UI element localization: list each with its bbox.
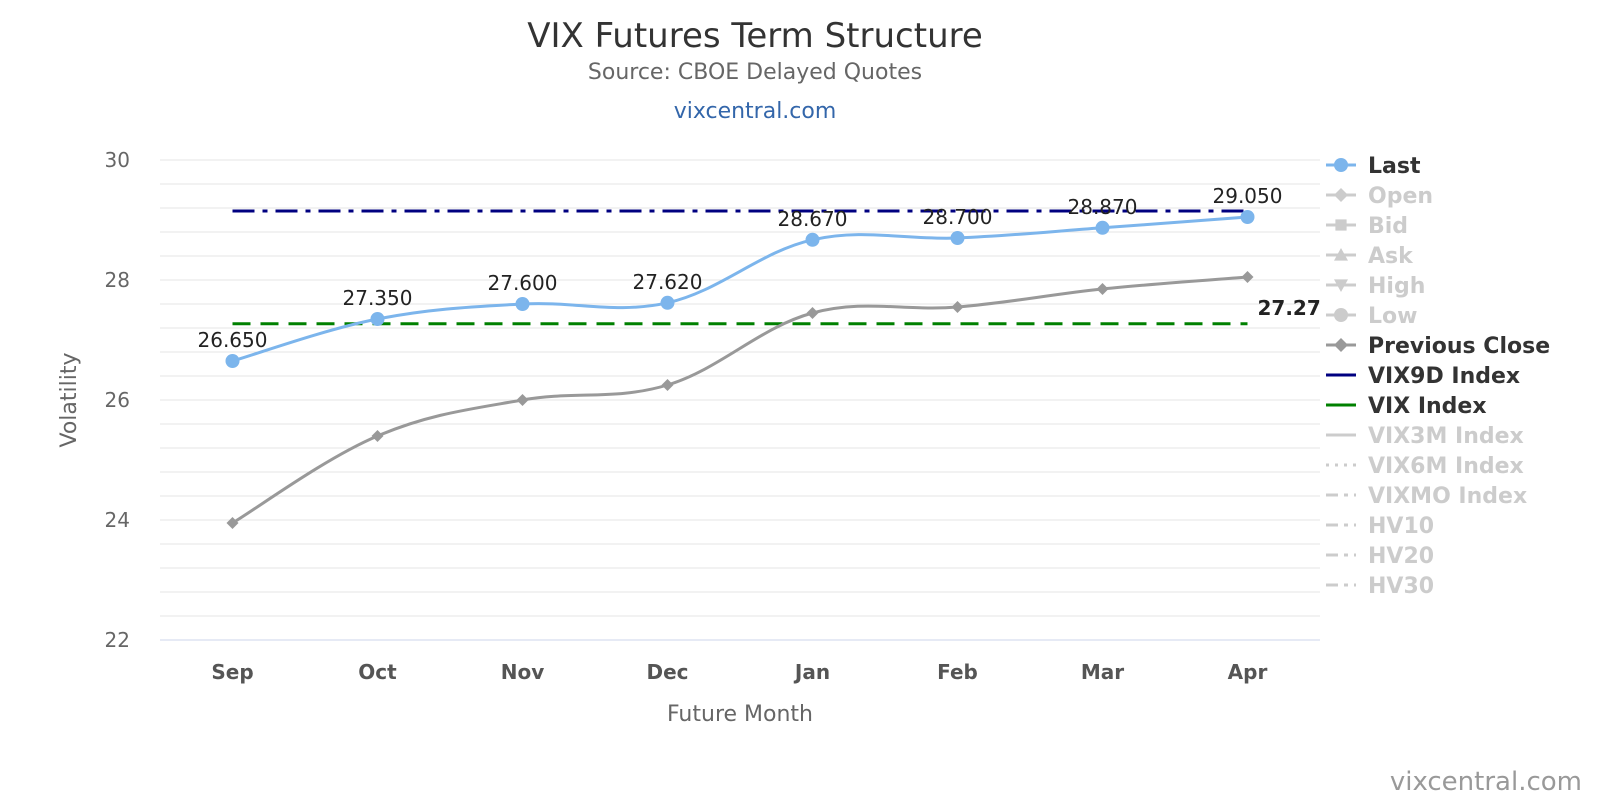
legend-label: HV20 (1368, 544, 1434, 569)
legend-item-vix9d-index[interactable]: VIX9D Index (1326, 364, 1520, 389)
data-point (225, 354, 240, 368)
x-tick-label: Mar (1081, 660, 1124, 684)
x-tick-label: Oct (358, 660, 397, 684)
series-last: 26.650 27.350 27.600 27.620 28.670 28.700 28.8… (198, 184, 1283, 368)
legend-item-low[interactable]: Low (1326, 304, 1417, 329)
legend-label: Previous Close (1368, 334, 1550, 359)
data-label: 28.700 (923, 205, 993, 229)
x-axis-ticks: Sep Oct Nov Dec Jan Feb Mar Apr (211, 660, 1267, 684)
watermark: vixcentral.com (1390, 767, 1582, 797)
data-point (1096, 283, 1109, 295)
y-axis-ticks: 22 24 26 28 30 (105, 148, 130, 652)
y-tick-label: 30 (105, 148, 130, 172)
legend-label: Open (1368, 184, 1433, 209)
legend-item-hv30[interactable]: HV30 (1326, 574, 1434, 599)
data-point (226, 517, 239, 529)
x-axis-title: Future Month (667, 702, 813, 727)
legend-item-last[interactable]: Last (1326, 154, 1421, 179)
legend-label: Ask (1368, 244, 1414, 269)
legend-item-vix3m-index[interactable]: VIX3M Index (1326, 424, 1524, 449)
chart-subtitle: Source: CBOE Delayed Quotes (588, 60, 922, 85)
legend-label: Low (1368, 304, 1417, 329)
y-tick-label: 24 (105, 508, 130, 532)
series-previous-close (226, 271, 1254, 529)
legend-item-bid[interactable]: Bid (1326, 214, 1408, 239)
legend-marker (1334, 248, 1348, 261)
data-label: 28.870 (1068, 195, 1138, 219)
data-label: 29.050 (1213, 184, 1283, 208)
data-label: 27.620 (633, 270, 703, 294)
legend-marker (1334, 308, 1348, 322)
x-tick-label: Sep (211, 660, 253, 684)
legend-item-high[interactable]: High (1326, 274, 1425, 299)
legend-label: VIX6M Index (1368, 454, 1524, 479)
y-tick-label: 22 (105, 628, 130, 652)
data-label: 27.350 (343, 286, 413, 310)
legend-marker (1334, 338, 1348, 352)
data-label: 26.650 (198, 328, 268, 352)
legend-item-ask[interactable]: Ask (1326, 244, 1414, 269)
legend-label: High (1368, 274, 1425, 299)
legend-item-previous-close[interactable]: Previous Close (1326, 334, 1550, 359)
x-tick-label: Feb (937, 660, 978, 684)
data-label: 28.670 (778, 207, 848, 231)
end-value-label: 27.27 (1258, 296, 1321, 320)
data-point (515, 297, 530, 311)
data-point (660, 295, 675, 310)
data-point (661, 379, 674, 391)
data-point (370, 312, 385, 326)
y-axis-title: Volatility (57, 352, 82, 447)
data-point (1095, 220, 1110, 235)
legend-label: HV10 (1368, 514, 1434, 539)
legend-label: VIXMO Index (1368, 484, 1527, 509)
legend-item-vix6m-index[interactable]: VIX6M Index (1326, 454, 1524, 479)
legend-marker (1334, 158, 1348, 172)
legend-marker (1335, 219, 1347, 231)
legend-label: VIX3M Index (1368, 424, 1524, 449)
legend-item-hv20[interactable]: HV20 (1326, 544, 1434, 569)
series-line-last (232, 215, 1248, 363)
legend-item-open[interactable]: Open (1326, 184, 1433, 209)
legend: Last Open Bid Ask High Low Previous Close VIX9D… (1326, 154, 1550, 599)
data-point (951, 301, 964, 313)
data-point (950, 231, 965, 245)
y-tick-label: 28 (105, 268, 130, 292)
site-link[interactable]: vixcentral.com (674, 99, 837, 124)
chart-title: VIX Futures Term Structure (527, 16, 983, 56)
series-vix-index: 27.27 (232, 296, 1321, 326)
data-point (1240, 210, 1255, 224)
legend-item-vix-index[interactable]: VIX Index (1326, 394, 1487, 419)
legend-marker (1334, 188, 1348, 202)
y-tick-label: 26 (105, 388, 130, 412)
legend-item-hv10[interactable]: HV10 (1326, 514, 1434, 539)
x-tick-label: Apr (1228, 660, 1268, 684)
data-point (371, 430, 384, 442)
legend-label: VIX Index (1368, 394, 1487, 419)
series-layer: 27.27 26.650 27.350 27.600 27.620 28.670 28.70… (198, 184, 1321, 529)
legend-marker (1334, 279, 1348, 292)
grid-lines (160, 159, 1320, 641)
data-point (806, 307, 819, 319)
legend-label: VIX9D Index (1368, 364, 1520, 389)
series-line-previous-close (231, 275, 1248, 525)
x-tick-label: Nov (501, 660, 545, 684)
x-tick-label: Jan (793, 660, 830, 684)
legend-label: Bid (1368, 214, 1408, 239)
data-point (1241, 271, 1254, 283)
data-point (805, 232, 820, 247)
data-label: 27.600 (488, 271, 558, 295)
legend-item-vixmo-index[interactable]: VIXMO Index (1326, 484, 1527, 509)
data-point (516, 394, 529, 406)
legend-label: Last (1368, 154, 1421, 179)
x-tick-label: Dec (646, 660, 688, 684)
legend-label: HV30 (1368, 574, 1434, 599)
